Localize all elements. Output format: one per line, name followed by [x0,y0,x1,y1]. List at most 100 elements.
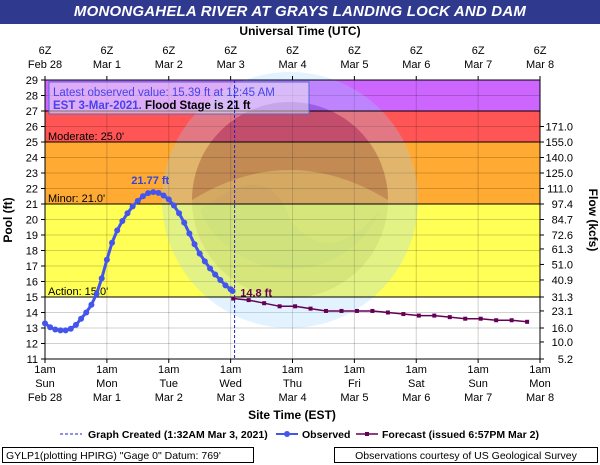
forecast-point [478,316,483,321]
forecast-point [463,316,468,321]
flow-tick-label: 5.2 [558,354,573,366]
y-tick-label: 22 [26,184,38,196]
bottom-tick-label-day: Mon [96,378,117,390]
y-tick-label: 24 [26,153,38,165]
title-bar: MONONGAHELA RIVER AT GRAYS LANDING LOCK … [0,0,600,24]
forecast-point [262,301,267,306]
flow-tick-label: 51.0 [552,259,573,271]
credits-footer: Observations courtesy of US Geological S… [334,447,598,463]
observed-point [72,321,79,328]
bottom-tick-label-date: Mar 6 [402,392,430,404]
y-tick-label: 19 [26,230,38,242]
observed-point [212,271,219,278]
bottom-tick-label-date: Mar 8 [526,392,554,404]
y-tick-label: 14 [26,308,38,320]
flow-tick-label: 155.0 [545,137,573,149]
observed-point [119,218,126,225]
bottom-tick-label-date: Mar 3 [217,392,245,404]
y-tick-label: 16 [26,277,38,289]
flood-label-action: Action: 15.0' [48,286,108,298]
bottom-tick-label-date: Mar 7 [464,392,492,404]
observed-point [88,301,95,308]
bottom-tick-label-day: Mon [529,378,550,390]
top-tick-label-date: Mar 5 [340,59,368,71]
y-tick-label: 26 [26,122,38,134]
forecast-point [432,313,437,318]
y-tick-label: 21 [26,199,38,211]
flow-tick-label: 61.3 [552,244,573,256]
bottom-axis-title: Site Time (EST) [248,408,336,422]
flow-tick-label: 171.0 [545,122,573,134]
observed-point [67,325,74,332]
flood-label-minor: Minor: 21.0' [48,193,105,205]
forecast-point [416,313,421,318]
top-axis-title: Universal Time (UTC) [239,24,360,38]
bottom-tick-label-date: Mar 2 [155,392,183,404]
forecast-point [277,304,282,309]
observed-point [186,230,193,237]
forecast-start-label: 14.8 ft [240,288,272,300]
flood-band-minor [45,142,540,204]
y-tick-label: 18 [26,246,38,258]
datum-footer: GYLP1(plotting HPIRG) "Gage 0" Datum: 76… [2,447,254,463]
y-tick-label: 20 [26,215,38,227]
observed-point [170,202,177,209]
top-tick-label-hour: 6Z [348,45,361,57]
flow-tick-label: 40.9 [552,275,573,287]
observed-point [124,210,131,217]
observed-point [129,203,136,210]
observed-point [139,193,146,200]
info-line-2-flood-stage: Flood Stage is 21 ft [142,100,251,112]
left-axis-title: Pool (ft) [1,197,15,242]
y-tick-label: 13 [26,323,38,335]
bottom-tick-label-day: Sun [468,378,488,390]
forecast-point [385,310,390,315]
y-tick-label: 29 [26,75,38,87]
observed-point [109,239,116,246]
legend-observed-marker [284,431,290,437]
observed-point [47,324,54,331]
legend-forecast-marker [365,432,369,436]
bottom-tick-label-day: Sat [408,378,425,390]
top-tick-label-hour: 6Z [472,45,485,57]
info-line-2-date: EST 3-Mar-2021. [53,100,142,112]
forecast-point [509,318,514,323]
bottom-tick-label-time: 1am [529,364,550,376]
forecast-line [233,297,528,323]
forecast-point [370,308,375,313]
observed-point [181,219,188,226]
observed-point [222,282,229,289]
observed-point [191,241,198,248]
observed-point [62,327,69,334]
bottom-tick-label-time: 1am [344,364,365,376]
info-box [48,81,310,115]
observed-point [150,189,157,196]
observed-point [155,189,162,196]
top-tick-label-hour: 6Z [410,45,423,57]
flood-band-action [45,204,540,297]
top-tick-label-date: Mar 2 [155,59,183,71]
bottom-tick-label-time: 1am [158,364,179,376]
observed-point [160,192,167,199]
chart-title: MONONGAHELA RIVER AT GRAYS LANDING LOCK … [73,3,527,20]
noaa-watermark-icon [162,72,418,328]
bottom-tick-label-day: Tue [159,378,178,390]
bottom-tick-label-date: Mar 1 [93,392,121,404]
bottom-tick-label-date: Mar 5 [340,392,368,404]
flow-tick-label: 16.0 [552,323,573,335]
flow-tick-label: 125.0 [545,168,573,180]
y-tick-label: 17 [26,261,38,273]
bottom-tick-label-time: 1am [220,364,241,376]
observed-point [165,196,172,203]
flow-tick-label: 31.3 [552,292,573,304]
right-axis-title: Flow (kcfs) [586,189,600,252]
observed-point [196,250,203,257]
bottom-tick-label-time: 1am [34,364,55,376]
observed-point [229,287,236,294]
forecast-point [293,304,298,309]
info-line-1: Latest observed value: 15.39 ft at 12:45… [53,87,275,99]
legend-graph-created: Graph Created (1:32AM Mar 3, 2021) [88,429,268,441]
y-tick-label: 27 [26,106,38,118]
flow-tick-label: 111.0 [547,184,573,196]
